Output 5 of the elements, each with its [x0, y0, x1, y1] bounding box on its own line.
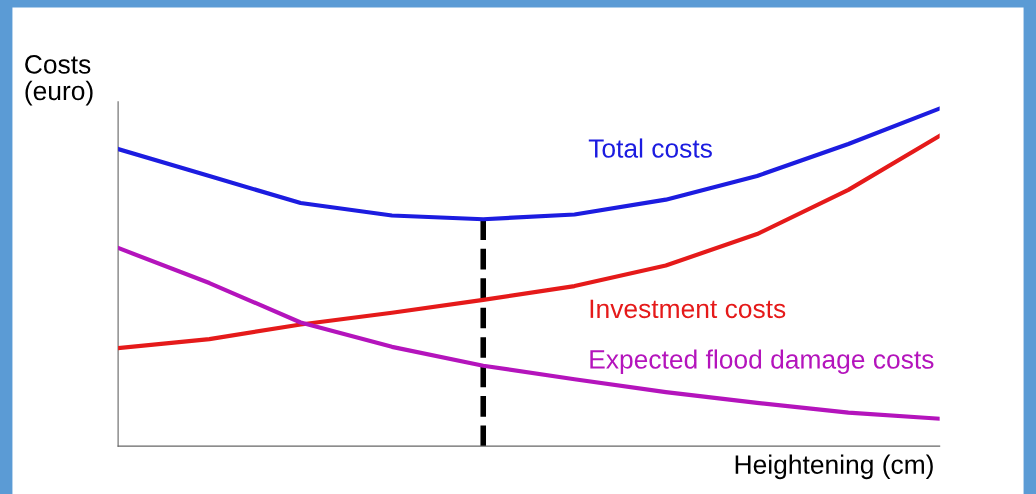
- series-label: Expected flood damage costs: [590, 349, 934, 374]
- series-label: Investment costs: [590, 299, 786, 319]
- series-label: Total costs: [588, 138, 712, 158]
- x-axis-title: Heightening (cm): [735, 454, 933, 480]
- y-axis-title: Costs (euro): [25, 55, 93, 106]
